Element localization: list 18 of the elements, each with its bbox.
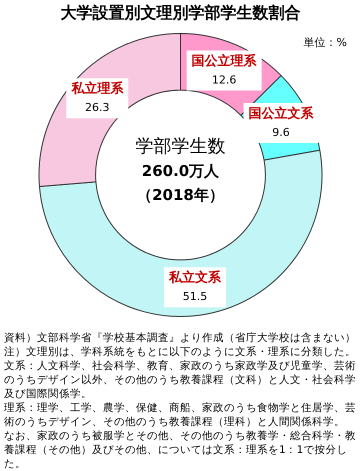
slice-label: 国公立理系 xyxy=(192,52,258,69)
text: 260.0万人 xyxy=(140,161,220,182)
data-label: 9.6 xyxy=(272,126,290,139)
slice-label: 私立理系 xyxy=(70,80,124,97)
slice-label: 国公立文系 xyxy=(248,105,315,122)
text: 文系：人文科学、社会科学、教育、家政のうち家政学及び児童学、芸術のうちデザイン以外、その他のうち教養課程（文科）と人文・社会科学及び国際関係学。 xyxy=(4,359,357,401)
data-label: 51.5 xyxy=(182,290,208,304)
text: （2018年） xyxy=(136,185,225,206)
text: 学部学生数 xyxy=(136,136,226,157)
text: なお、家政のうち被服学とその他、その他のうち教養学・総合科学・教養課程（その他）及びその他、については文系：理系を1：1で按分した。 xyxy=(4,429,357,471)
text: 資料）文部科学省『学校基本調査』より作成（省庁大学校は含まない） xyxy=(4,331,357,345)
slice-label: 私立文系 xyxy=(168,270,222,286)
data-label: 26.3 xyxy=(85,101,110,114)
text: 注）文理別は、学科系統をもとに以下のように文系・理系に分類した。 xyxy=(4,345,357,359)
text: 理系：理学、工学、農学、保健、商船、家政のうち食物学と住居学、芸術のうちデザイン、その他のうち教養課程（理科）と人間関係科学。 xyxy=(4,401,357,429)
chart-title: 大学設置別文理別学部学生数割合 xyxy=(60,2,302,24)
text: 単位：% xyxy=(304,35,347,50)
data-label: 12.6 xyxy=(212,73,236,86)
